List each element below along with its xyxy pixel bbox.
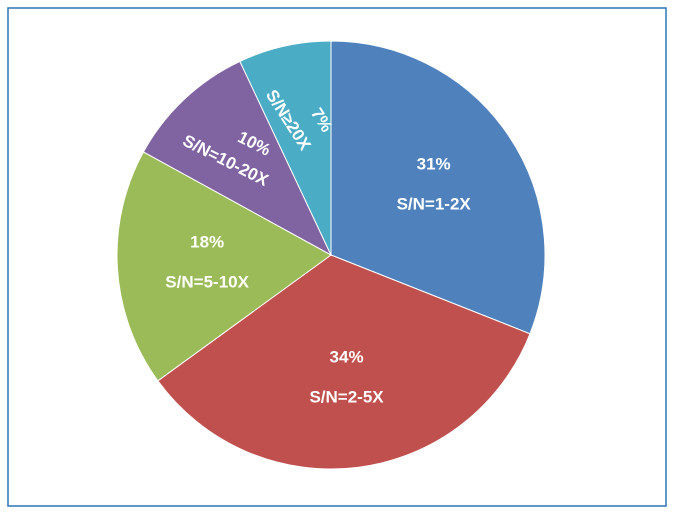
- category-label: S/N=1-2X: [397, 195, 472, 214]
- pie-slice: [142, 60, 333, 257]
- value-label: 34%: [330, 348, 364, 367]
- pie-slice: [330, 40, 546, 335]
- pie-slice: [116, 151, 332, 382]
- pie-slice: [157, 254, 531, 470]
- category-label: S/N=5-10X: [165, 272, 249, 291]
- category-label: S/N=2-5X: [309, 388, 384, 407]
- slice-label: 31% S/N=1-2X: [397, 155, 472, 214]
- value-label: 18%: [190, 232, 224, 251]
- slice-label: 18% S/N=5-10X: [165, 232, 249, 291]
- pie-slice: [239, 40, 332, 256]
- value-label: 31%: [417, 155, 451, 174]
- slice-label: 34% S/N=2-5X: [309, 348, 384, 407]
